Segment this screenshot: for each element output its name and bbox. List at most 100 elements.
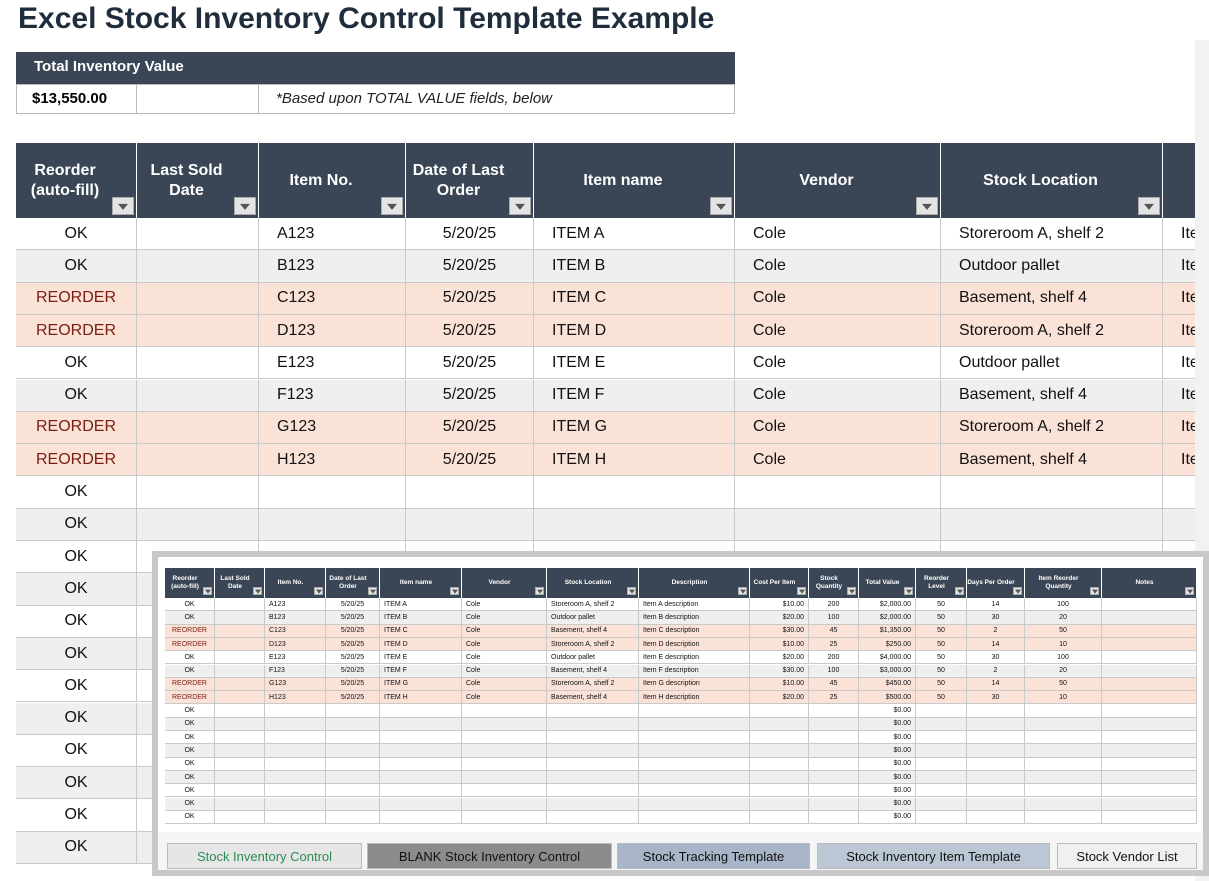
filter-button[interactable] (1090, 587, 1099, 595)
table-cell: Basement, shelf 4 (547, 664, 639, 678)
filter-button[interactable] (916, 197, 938, 215)
table-cell: $0.00 (859, 784, 916, 798)
table-cell (137, 476, 259, 509)
table-cell: $0.00 (859, 797, 916, 811)
sheet-tab[interactable]: Stock Tracking Template (617, 843, 810, 869)
table-cell: 50 (916, 677, 967, 692)
table-cell (639, 731, 750, 745)
table-cell (750, 704, 809, 718)
table-cell: Cole (735, 314, 941, 348)
filter-button[interactable] (1138, 197, 1160, 215)
table-cell (750, 784, 809, 798)
table-cell (380, 770, 462, 785)
table-cell: 5/20/25 (406, 282, 534, 315)
table-cell (326, 770, 380, 785)
sheet-tab[interactable]: Stock Inventory Control (167, 843, 362, 869)
filter-button[interactable] (797, 587, 806, 595)
table-cell: $0.00 (859, 757, 916, 771)
table-cell: OK (165, 651, 215, 665)
table-cell: ITEM B (534, 250, 735, 283)
table-cell (215, 677, 265, 692)
table-cell: Item B description (639, 611, 750, 625)
filter-button[interactable] (253, 587, 262, 595)
table-cell (750, 770, 809, 785)
table-cell: OK (165, 704, 215, 718)
table-cell: 50 (916, 611, 967, 625)
table-cell: 5/20/25 (326, 691, 380, 705)
table-cell: 50 (916, 598, 967, 612)
table-cell: 50 (916, 651, 967, 665)
table-cell: Basement, shelf 4 (547, 691, 639, 705)
table-cell: 10 (1025, 691, 1102, 705)
table-cell: Cole (462, 624, 547, 638)
table-cell: 14 (967, 637, 1025, 652)
filter-button[interactable] (847, 587, 856, 595)
filter-button[interactable] (314, 587, 323, 595)
table-cell (1025, 810, 1102, 825)
filter-button[interactable] (904, 587, 913, 595)
table-cell (809, 770, 859, 785)
sheet-tab[interactable]: Stock Vendor List (1057, 843, 1197, 869)
table-cell: Outdoor pallet (941, 347, 1163, 380)
filter-button[interactable] (112, 197, 134, 215)
table-cell (1102, 598, 1197, 612)
filter-button[interactable] (1185, 587, 1194, 595)
filter-button[interactable] (738, 587, 747, 595)
table-cell (215, 598, 265, 612)
column-header: Vendor (735, 143, 941, 218)
table-cell: OK (16, 702, 137, 735)
filter-button[interactable] (1013, 587, 1022, 595)
filter-button[interactable] (381, 197, 403, 215)
table-cell (547, 704, 639, 718)
table-cell (462, 797, 547, 811)
table-cell (547, 731, 639, 745)
filter-button[interactable] (368, 587, 377, 595)
table-cell (380, 784, 462, 798)
table-cell: Cole (735, 379, 941, 412)
table-cell: Cole (735, 411, 941, 445)
table-cell (735, 508, 941, 541)
table-cell: Item B description (1163, 250, 1195, 283)
table-cell (534, 508, 735, 541)
table-cell (1102, 691, 1197, 705)
sheet-tab[interactable]: Stock Inventory Item Template (817, 843, 1050, 869)
table-cell: Item G description (1163, 411, 1195, 445)
table-cell (967, 810, 1025, 825)
filter-button[interactable] (509, 197, 531, 215)
table-cell: 5/20/25 (406, 314, 534, 348)
table-cell: 200 (809, 651, 859, 665)
summary-row (16, 84, 735, 114)
table-cell (1102, 797, 1197, 811)
table-cell: F123 (265, 664, 326, 678)
table-cell (380, 744, 462, 758)
table-cell: Cole (462, 598, 547, 612)
table-cell: 5/20/25 (406, 347, 534, 380)
table-cell: 5/20/25 (326, 664, 380, 678)
table-cell: $1,350.00 (859, 624, 916, 638)
filter-button[interactable] (535, 587, 544, 595)
table-cell: $2,000.00 (859, 598, 916, 612)
sheet-tab[interactable]: BLANK Stock Inventory Control (367, 843, 612, 869)
table-cell: Item G description (639, 677, 750, 692)
table-cell (326, 717, 380, 731)
table-cell: 20 (1025, 664, 1102, 678)
filter-button[interactable] (710, 197, 732, 215)
table-cell (1102, 704, 1197, 718)
filter-button[interactable] (955, 587, 964, 595)
table-cell (916, 797, 967, 811)
table-cell: OK (16, 541, 137, 574)
table-cell: $0.00 (859, 770, 916, 785)
filter-button[interactable] (234, 197, 256, 215)
table-cell: Item D description (639, 637, 750, 652)
table-cell: REORDER (16, 444, 137, 477)
table-cell: OK (165, 810, 215, 825)
table-cell (809, 704, 859, 718)
filter-button[interactable] (450, 587, 459, 595)
table-cell: A123 (259, 218, 406, 251)
filter-button[interactable] (627, 587, 636, 595)
table-cell: ITEM D (534, 314, 735, 348)
filter-button[interactable] (203, 587, 212, 595)
table-cell: REORDER (165, 637, 215, 652)
table-cell: 30 (967, 611, 1025, 625)
table-cell: $10.00 (750, 598, 809, 612)
